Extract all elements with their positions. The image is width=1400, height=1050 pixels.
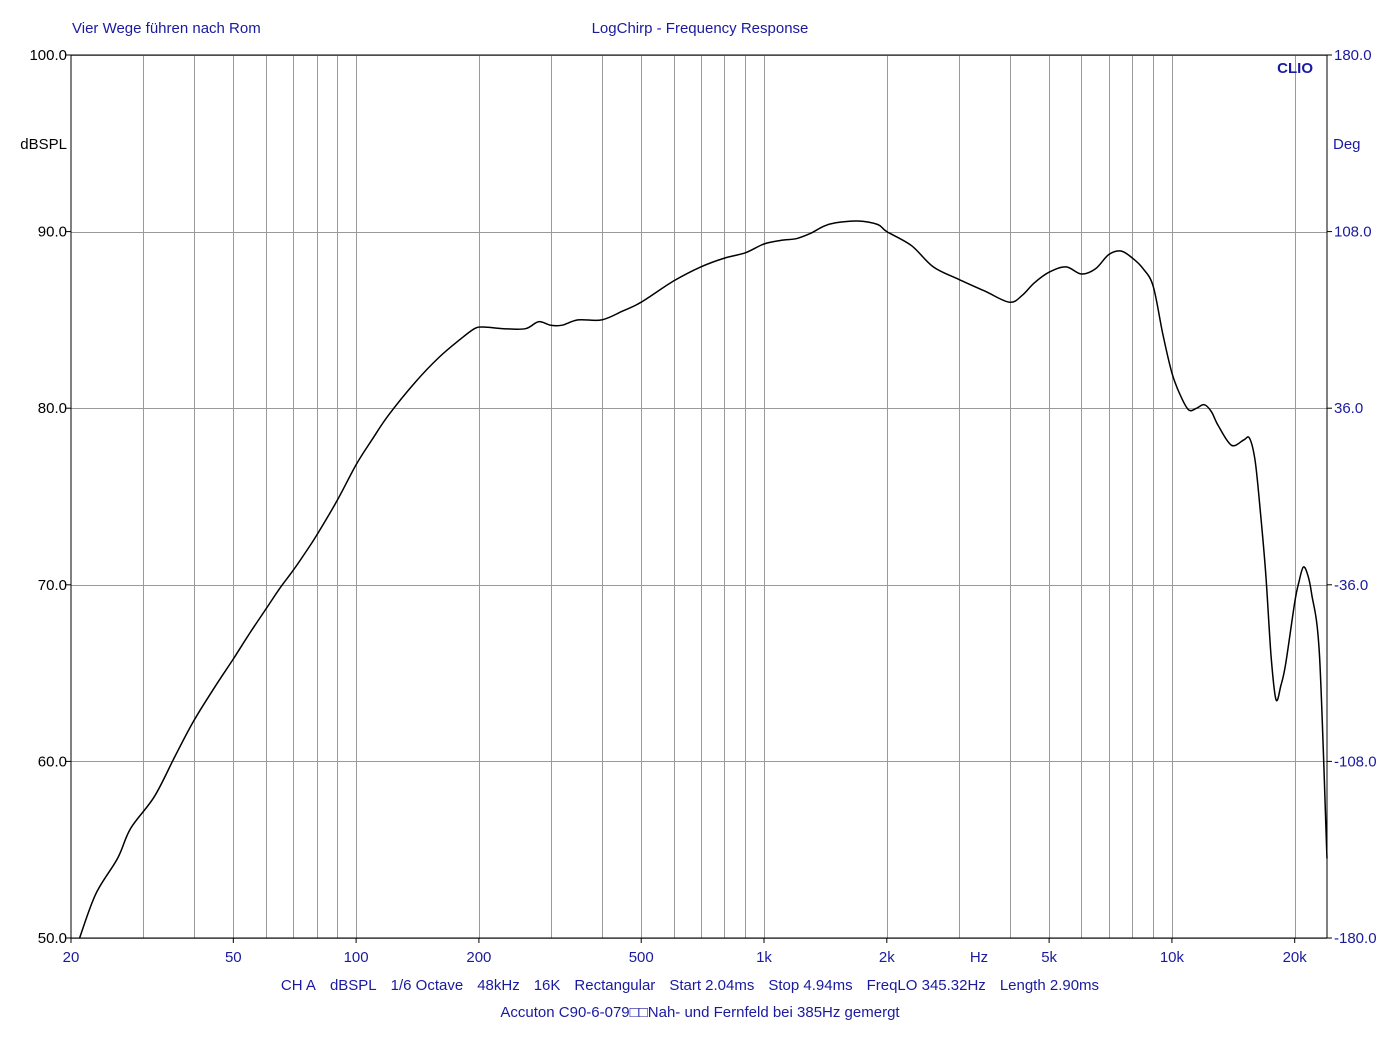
settings-item: 16K <box>534 977 561 994</box>
header-left-title: Vier Wege führen nach Rom <box>72 20 261 37</box>
y2-tick-label: -180.0 <box>1334 930 1377 947</box>
x-tick-label: 20 <box>63 949 80 966</box>
x-tick-labels: 20 50 100 200 500 1k 2k 5k 10k 20k <box>63 938 1308 966</box>
x-axis-unit-label: Hz <box>970 949 988 966</box>
y-axis-unit-label: dBSPL <box>20 136 67 153</box>
y2-tick-label: -108.0 <box>1334 753 1377 770</box>
x-tick-label: 500 <box>629 949 654 966</box>
chart-title: LogChirp - Frequency Response <box>592 20 809 37</box>
y-tick-label: 60.0 <box>38 753 67 770</box>
y2-tick-label: -36.0 <box>1334 577 1368 594</box>
clio-brand: CLIO <box>1277 60 1313 77</box>
settings-item: FreqLO 345.32Hz <box>867 977 986 994</box>
x-tick-label: 50 <box>225 949 242 966</box>
plot-frame <box>70 54 1328 939</box>
settings-item: Length 2.90ms <box>1000 977 1099 994</box>
y2-tick-labels: 180.0 108.0 36.0 -36.0 -108.0 -180.0 <box>1327 47 1377 947</box>
y2-axis-unit-label: Deg <box>1333 136 1361 153</box>
settings-item: 1/6 Octave <box>391 977 464 994</box>
x-tick-label: 20k <box>1283 949 1308 966</box>
settings-item: CH A <box>281 977 316 994</box>
x-tick-label: 2k <box>879 949 895 966</box>
frequency-response-curve <box>78 220 1328 939</box>
y-tick-label: 70.0 <box>38 577 67 594</box>
series-layer <box>78 220 1328 939</box>
y-tick-label: 100.0 <box>29 47 67 64</box>
settings-item: 48kHz <box>477 977 520 994</box>
y-tick-label: 80.0 <box>38 400 67 417</box>
x-tick-label: 100 <box>344 949 369 966</box>
y2-tick-label: 180.0 <box>1334 47 1372 64</box>
x-tick-label: 10k <box>1160 949 1185 966</box>
y2-tick-label: 36.0 <box>1334 400 1363 417</box>
y2-tick-label: 108.0 <box>1334 224 1372 241</box>
x-tick-label: 200 <box>466 949 491 966</box>
x-tick-label: 5k <box>1041 949 1057 966</box>
settings-item: Rectangular <box>574 977 655 994</box>
settings-item: Start 2.04ms <box>669 977 754 994</box>
settings-item: dBSPL <box>330 977 377 994</box>
grid-lines <box>71 55 1327 939</box>
settings-line: CH A dBSPL 1/6 Octave 48kHz 16K Rectangular St… <box>281 977 1099 994</box>
footer-note: Accuton C90-6-079□□Nah- und Fernfeld bei… <box>500 1004 900 1021</box>
settings-item: Stop 4.94ms <box>768 977 852 994</box>
settings-text: CH A dBSPL 1/6 Octave 48kHz 16K Rectangular St… <box>281 977 1099 994</box>
y-tick-label: 50.0 <box>38 930 67 947</box>
y-tick-labels: 100.0 90.0 80.0 70.0 60.0 50.0 <box>29 47 71 947</box>
y-tick-label: 90.0 <box>38 224 67 241</box>
x-tick-label: 1k <box>756 949 772 966</box>
